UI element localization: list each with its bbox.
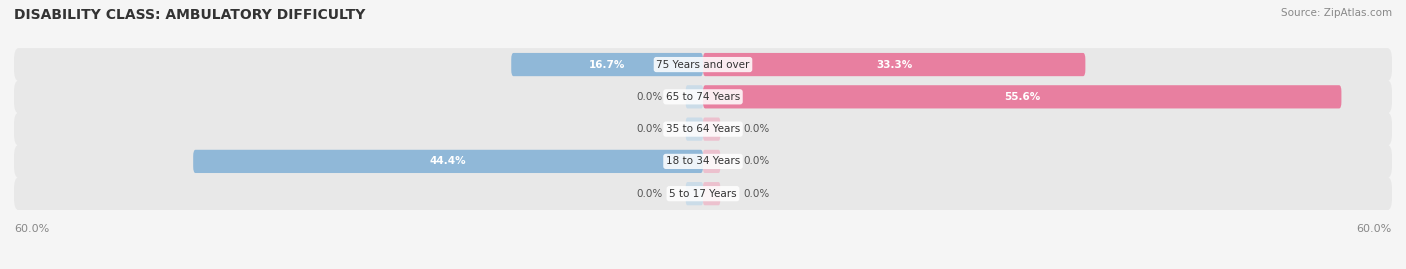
FancyBboxPatch shape (14, 177, 1392, 210)
Text: 18 to 34 Years: 18 to 34 Years (666, 156, 740, 167)
FancyBboxPatch shape (686, 118, 703, 141)
Text: 75 Years and over: 75 Years and over (657, 59, 749, 70)
Text: 0.0%: 0.0% (744, 189, 769, 199)
Text: 0.0%: 0.0% (637, 189, 662, 199)
Text: 0.0%: 0.0% (744, 124, 769, 134)
Text: 44.4%: 44.4% (430, 156, 467, 167)
Text: 0.0%: 0.0% (637, 92, 662, 102)
Text: 55.6%: 55.6% (1004, 92, 1040, 102)
FancyBboxPatch shape (14, 113, 1392, 146)
Text: 35 to 64 Years: 35 to 64 Years (666, 124, 740, 134)
FancyBboxPatch shape (703, 85, 1341, 108)
FancyBboxPatch shape (703, 53, 1085, 76)
FancyBboxPatch shape (686, 182, 703, 205)
Text: 5 to 17 Years: 5 to 17 Years (669, 189, 737, 199)
FancyBboxPatch shape (686, 85, 703, 108)
FancyBboxPatch shape (14, 145, 1392, 178)
Text: 33.3%: 33.3% (876, 59, 912, 70)
Text: Source: ZipAtlas.com: Source: ZipAtlas.com (1281, 8, 1392, 18)
Text: 65 to 74 Years: 65 to 74 Years (666, 92, 740, 102)
FancyBboxPatch shape (193, 150, 703, 173)
Text: 60.0%: 60.0% (1357, 224, 1392, 234)
FancyBboxPatch shape (703, 182, 720, 205)
FancyBboxPatch shape (14, 80, 1392, 113)
FancyBboxPatch shape (703, 118, 720, 141)
FancyBboxPatch shape (703, 150, 720, 173)
Text: DISABILITY CLASS: AMBULATORY DIFFICULTY: DISABILITY CLASS: AMBULATORY DIFFICULTY (14, 8, 366, 22)
Text: 0.0%: 0.0% (744, 156, 769, 167)
Text: 0.0%: 0.0% (637, 124, 662, 134)
FancyBboxPatch shape (14, 48, 1392, 81)
Text: 60.0%: 60.0% (14, 224, 49, 234)
FancyBboxPatch shape (512, 53, 703, 76)
Text: 16.7%: 16.7% (589, 59, 626, 70)
